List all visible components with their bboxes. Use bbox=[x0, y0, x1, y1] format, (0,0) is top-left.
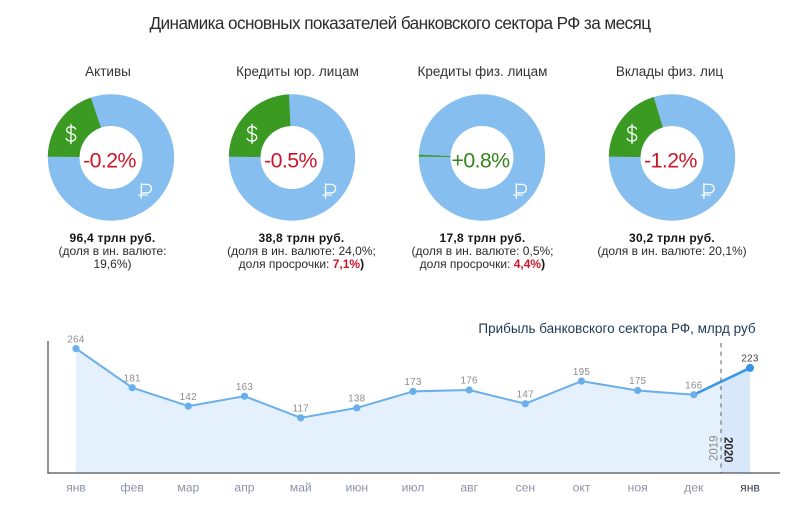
svg-text:117: 117 bbox=[292, 404, 309, 415]
svg-text:173: 173 bbox=[404, 377, 421, 388]
svg-text:2019: 2019 bbox=[709, 435, 721, 461]
svg-text:181: 181 bbox=[124, 373, 141, 384]
svg-text:июн: июн bbox=[345, 480, 368, 494]
svg-text:июл: июл bbox=[402, 480, 425, 494]
svg-text:147: 147 bbox=[517, 389, 534, 400]
svg-text:фев: фев bbox=[121, 480, 144, 494]
svg-text:авг: авг bbox=[460, 480, 478, 494]
svg-text:мар: мар bbox=[177, 480, 199, 494]
svg-text:ноя: ноя bbox=[628, 480, 648, 494]
svg-text:-1.2%: -1.2% bbox=[644, 149, 697, 173]
svg-text:дек: дек bbox=[684, 480, 704, 494]
svg-text:апр: апр bbox=[234, 480, 254, 494]
svg-text:175: 175 bbox=[629, 376, 646, 387]
svg-text:166: 166 bbox=[685, 380, 702, 391]
svg-text:195: 195 bbox=[573, 367, 590, 378]
svg-text:138: 138 bbox=[348, 394, 365, 405]
svg-text:янв: янв bbox=[740, 480, 760, 494]
svg-text:-0.5%: -0.5% bbox=[264, 149, 317, 173]
svg-text:-0.2%: -0.2% bbox=[83, 149, 136, 173]
svg-text:264: 264 bbox=[67, 334, 84, 345]
svg-text:176: 176 bbox=[461, 376, 478, 387]
svg-text:2020: 2020 bbox=[722, 437, 734, 463]
svg-text:142: 142 bbox=[180, 392, 197, 403]
svg-text:+0.8%: +0.8% bbox=[452, 149, 511, 173]
svg-text:янв: янв bbox=[66, 480, 86, 494]
svg-text:Прибыль банковского сектора РФ: Прибыль банковского сектора РФ, млрд руб bbox=[478, 321, 756, 336]
svg-text:223: 223 bbox=[741, 354, 758, 365]
svg-text:май: май bbox=[290, 480, 312, 494]
svg-text:сен: сен bbox=[515, 480, 535, 494]
svg-text:163: 163 bbox=[236, 382, 253, 393]
svg-text:окт: окт bbox=[573, 480, 591, 494]
